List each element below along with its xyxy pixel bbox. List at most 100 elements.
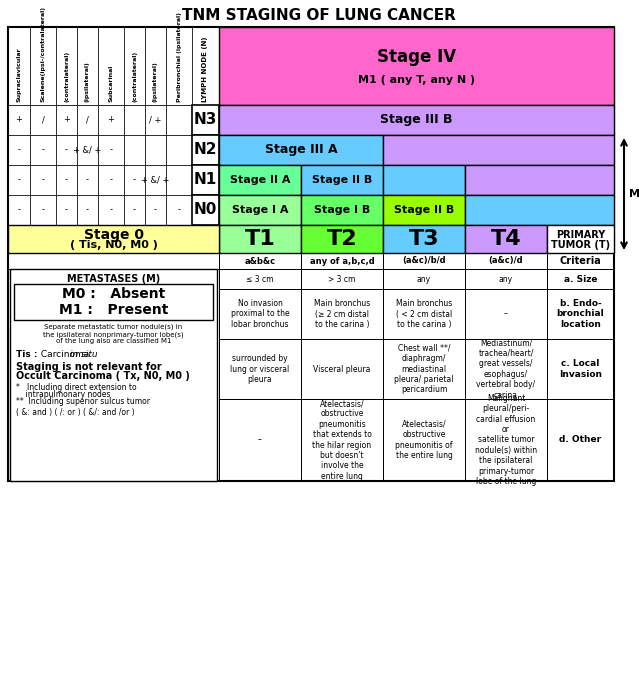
Text: a&b&c: a&b&c: [245, 257, 275, 266]
Text: (a&c)/d: (a&c)/d: [489, 257, 523, 266]
Bar: [301, 339, 383, 399]
Text: Visceral pleura: Visceral pleura: [313, 364, 371, 373]
Text: M1 :   Present: M1 : Present: [59, 303, 168, 317]
Bar: [30, 195, 56, 225]
Bar: [98, 135, 124, 165]
Text: /: /: [42, 115, 45, 124]
Bar: [145, 195, 166, 225]
Bar: [8, 165, 30, 195]
Text: *   Including direct extension to: * Including direct extension to: [16, 383, 137, 392]
Text: -: -: [86, 175, 89, 184]
Bar: [219, 399, 301, 481]
Text: c. Local
Invasion: c. Local Invasion: [559, 359, 602, 379]
Text: Stage III B: Stage III B: [380, 113, 453, 126]
Bar: [547, 225, 614, 253]
Bar: [145, 135, 166, 165]
Text: ≤ 3 cm: ≤ 3 cm: [246, 275, 273, 284]
Text: M1 ( any T, any N ): M1 ( any T, any N ): [358, 75, 475, 85]
Bar: [98, 165, 124, 195]
Text: b. Endo-
bronchial
location: b. Endo- bronchial location: [557, 299, 604, 329]
Bar: [56, 195, 77, 225]
Text: Occult Carcinoma ( Tx, N0, M0 ): Occult Carcinoma ( Tx, N0, M0 ): [16, 371, 190, 381]
Text: +: +: [63, 115, 70, 124]
Bar: [56, 105, 77, 135]
Bar: [98, 195, 124, 225]
Text: Staging is not relevant for: Staging is not relevant for: [16, 362, 162, 372]
Text: Stage 0: Stage 0: [84, 228, 144, 242]
Text: +: +: [15, 115, 22, 124]
Bar: [166, 135, 192, 165]
Text: LYMPH NODE (N): LYMPH NODE (N): [203, 37, 208, 102]
Bar: [383, 269, 465, 289]
Bar: [8, 225, 219, 253]
Text: of the lung also are classified M1: of the lung also are classified M1: [56, 338, 171, 344]
Bar: [192, 165, 219, 195]
Bar: [8, 27, 614, 481]
Bar: [8, 27, 30, 105]
Text: -: -: [178, 206, 180, 215]
Bar: [465, 339, 547, 399]
Text: any of a,b,c,d: any of a,b,c,d: [310, 257, 374, 266]
Text: / +: / +: [150, 115, 162, 124]
Bar: [219, 289, 301, 339]
Text: Supraclavicular: Supraclavicular: [17, 48, 22, 102]
Text: (contralateral): (contralateral): [64, 51, 69, 102]
Text: N3: N3: [194, 112, 217, 128]
Text: Carcinoma: Carcinoma: [38, 350, 92, 359]
Text: N0: N0: [194, 202, 217, 217]
Bar: [465, 289, 547, 339]
Text: Stage IV: Stage IV: [377, 48, 456, 66]
Text: -: -: [17, 146, 20, 155]
Text: T1: T1: [245, 229, 275, 249]
Text: No invasion
proximal to the
lobar bronchus: No invasion proximal to the lobar bronch…: [231, 299, 289, 329]
Text: TUMOR (T): TUMOR (T): [551, 239, 610, 250]
Text: -: -: [17, 206, 20, 215]
Bar: [383, 399, 465, 481]
Text: Criteria: Criteria: [560, 256, 601, 266]
Text: M0 :   Absent: M0 : Absent: [62, 287, 165, 301]
Bar: [124, 27, 145, 105]
Bar: [124, 165, 145, 195]
Bar: [145, 105, 166, 135]
Text: -: -: [109, 206, 112, 215]
Text: Stage II B: Stage II B: [312, 175, 372, 185]
Bar: [301, 399, 383, 481]
Text: PRIMARY: PRIMARY: [556, 230, 605, 240]
Bar: [547, 339, 614, 399]
Text: Main bronchus
( < 2 cm distal
to the carina ): Main bronchus ( < 2 cm distal to the car…: [396, 299, 452, 329]
Bar: [219, 195, 301, 225]
Text: ( &: and ) ( /: or ) ( &/: and /or ): ( &: and ) ( /: or ) ( &/: and /or ): [16, 408, 135, 417]
Bar: [56, 165, 77, 195]
Bar: [219, 105, 614, 135]
Bar: [547, 289, 614, 339]
Bar: [14, 284, 213, 320]
Text: -: -: [42, 146, 45, 155]
Text: Separate metastatic tumor nodule(s) in: Separate metastatic tumor nodule(s) in: [44, 324, 183, 331]
Text: -: -: [133, 206, 136, 215]
Bar: [8, 253, 219, 269]
Text: any: any: [417, 275, 431, 284]
Bar: [301, 289, 383, 339]
Text: intrapulmonary nodes: intrapulmonary nodes: [16, 390, 111, 399]
Bar: [383, 165, 465, 195]
Bar: [383, 339, 465, 399]
Bar: [465, 399, 547, 481]
Bar: [219, 165, 301, 195]
Bar: [166, 195, 192, 225]
Text: –: –: [504, 310, 508, 319]
Bar: [77, 105, 98, 135]
Text: a. Size: a. Size: [564, 275, 597, 284]
Bar: [301, 253, 383, 269]
Bar: [301, 225, 383, 253]
Text: Stage III A: Stage III A: [265, 144, 337, 157]
Bar: [301, 195, 383, 225]
Text: T4: T4: [491, 229, 521, 249]
Bar: [465, 253, 547, 269]
Bar: [124, 105, 145, 135]
Text: any: any: [499, 275, 513, 284]
Text: the ipsilateral nonprimary-tumor lobe(s): the ipsilateral nonprimary-tumor lobe(s): [43, 331, 184, 337]
Text: TNM STAGING OF LUNG CANCER: TNM STAGING OF LUNG CANCER: [182, 8, 456, 23]
Text: Scalene(ipsi-/contralateral): Scalene(ipsi-/contralateral): [40, 6, 45, 102]
Text: Stage II A: Stage II A: [230, 175, 290, 185]
Text: Subcarinal: Subcarinal: [109, 65, 114, 102]
